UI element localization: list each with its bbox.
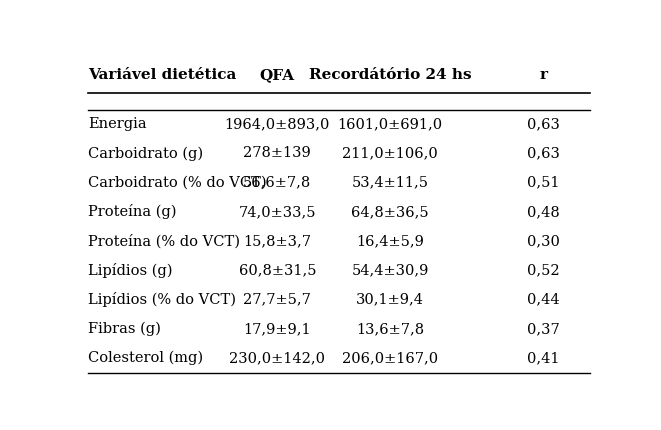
Text: 0,30: 0,30	[527, 234, 560, 248]
Text: 17,9±9,1: 17,9±9,1	[243, 322, 311, 336]
Text: 30,1±9,4: 30,1±9,4	[356, 293, 424, 307]
Text: 54,4±30,9: 54,4±30,9	[351, 264, 429, 277]
Text: 1601,0±691,0: 1601,0±691,0	[337, 117, 443, 131]
Text: 0,52: 0,52	[527, 264, 560, 277]
Text: QFA: QFA	[260, 68, 295, 82]
Text: 0,51: 0,51	[527, 176, 560, 190]
Text: Energia: Energia	[88, 117, 146, 131]
Text: 27,7±5,7: 27,7±5,7	[243, 293, 311, 307]
Text: Colesterol (mg): Colesterol (mg)	[88, 351, 203, 366]
Text: 0,63: 0,63	[527, 117, 560, 131]
Text: 13,6±7,8: 13,6±7,8	[356, 322, 424, 336]
Text: 230,0±142,0: 230,0±142,0	[229, 351, 325, 365]
Text: 74,0±33,5: 74,0±33,5	[239, 205, 316, 219]
Text: 15,8±3,7: 15,8±3,7	[243, 234, 311, 248]
Text: 278±139: 278±139	[243, 146, 311, 160]
Text: Proteína (% do VCT): Proteína (% do VCT)	[88, 234, 240, 249]
Text: 0,44: 0,44	[527, 293, 560, 307]
Text: r: r	[539, 68, 548, 82]
Text: Lipídios (g): Lipídios (g)	[88, 263, 173, 278]
Text: 60,8±31,5: 60,8±31,5	[239, 264, 316, 277]
Text: Carboidrato (% do VCT): Carboidrato (% do VCT)	[88, 176, 266, 190]
Text: 0,37: 0,37	[527, 322, 560, 336]
Text: 0,41: 0,41	[527, 351, 560, 365]
Text: 64,8±36,5: 64,8±36,5	[351, 205, 429, 219]
Text: 211,0±106,0: 211,0±106,0	[342, 146, 438, 160]
Text: Variável dietética: Variável dietética	[88, 68, 236, 82]
Text: 0,63: 0,63	[527, 146, 560, 160]
Text: Fibras (g): Fibras (g)	[88, 322, 161, 336]
Text: 16,4±5,9: 16,4±5,9	[356, 234, 424, 248]
Text: Proteína (g): Proteína (g)	[88, 204, 176, 219]
Text: 206,0±167,0: 206,0±167,0	[342, 351, 438, 365]
Text: Recordátório 24 hs: Recordátório 24 hs	[309, 68, 471, 82]
Text: 1964,0±893,0: 1964,0±893,0	[225, 117, 330, 131]
Text: Lipídios (% do VCT): Lipídios (% do VCT)	[88, 292, 236, 307]
Text: 0,48: 0,48	[527, 205, 560, 219]
Text: 56,6±7,8: 56,6±7,8	[243, 176, 311, 190]
Text: Carboidrato (g): Carboidrato (g)	[88, 146, 203, 161]
Text: 53,4±11,5: 53,4±11,5	[352, 176, 428, 190]
